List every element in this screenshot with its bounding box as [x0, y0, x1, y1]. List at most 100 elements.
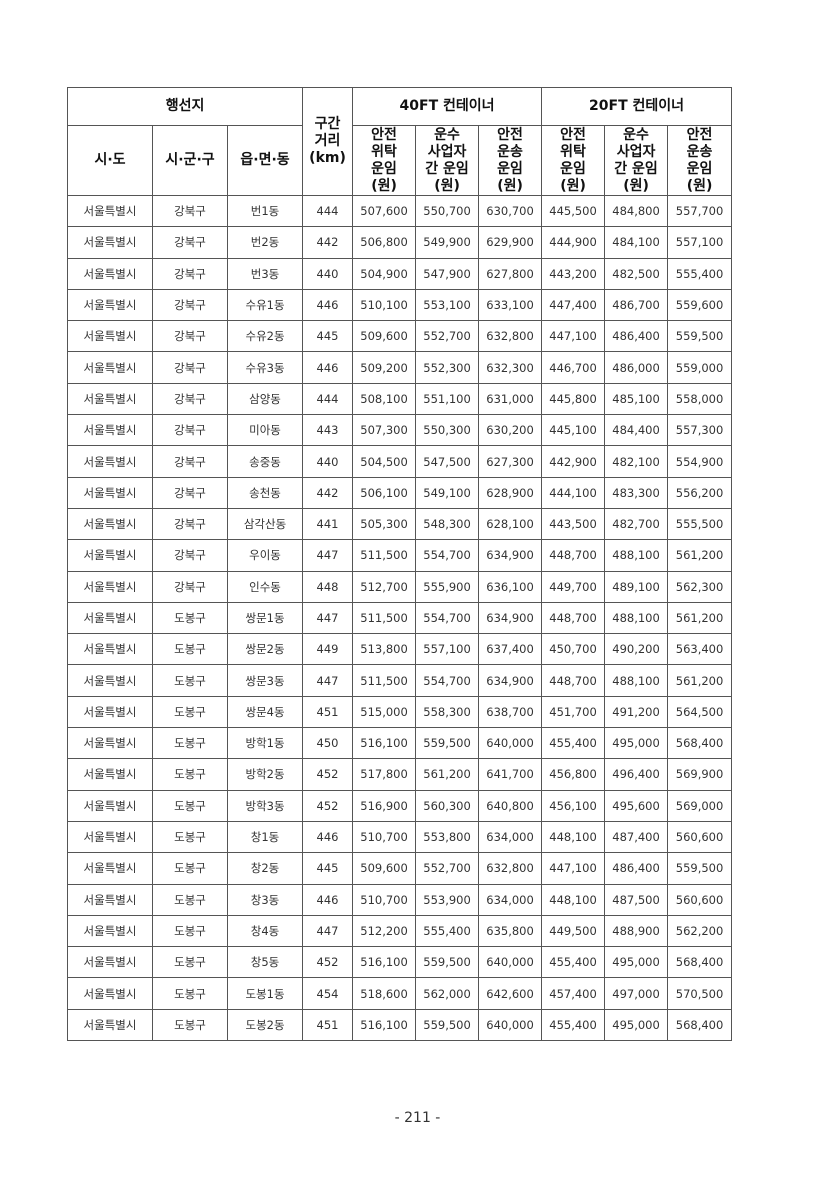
cell-20ft-consign-rate: 446,700	[541, 351, 606, 384]
cell-sigungu: 도봉구	[152, 914, 228, 948]
table-row: 서울특별시 강북구 수유2동 445 509,600 552,700 632,800 447,…	[67, 320, 733, 353]
cell-20ft-consign-rate: 443,200	[541, 257, 606, 290]
cell-sido: 서울특별시	[67, 382, 153, 416]
cell-20ft-consign-rate: 447,100	[541, 852, 606, 885]
cell-20ft-consign-rate: 457,400	[541, 977, 606, 1010]
cell-20ft-carrier-rate: 488,100	[604, 539, 669, 572]
cell-distance: 441	[302, 507, 354, 541]
cell-eupmyeondong: 창1동	[226, 820, 304, 854]
cell-40ft-carrier-rate: 550,300	[415, 414, 480, 447]
cell-sigungu: 강북구	[152, 570, 228, 603]
cell-40ft-consign-rate: 511,500	[352, 601, 417, 635]
cell-40ft-consign-rate: 518,600	[352, 977, 417, 1010]
freight-rate-table: 행선지 구간 거리 (km) 40FT 컨테이너 20FT 컨테이너 시·도 시…	[66, 87, 733, 1042]
cell-40ft-transport-rate: 634,000	[478, 820, 543, 854]
cell-20ft-carrier-rate: 486,400	[604, 852, 669, 885]
cell-20ft-carrier-rate: 484,100	[604, 226, 669, 259]
cell-eupmyeondong: 도봉2동	[226, 1008, 304, 1042]
table-row: 서울특별시 도봉구 도봉1동 454 518,600 562,000 642,600 457,…	[67, 977, 733, 1010]
cell-sido: 서울특별시	[67, 946, 153, 979]
cell-sigungu: 강북구	[152, 507, 228, 541]
table-row: 서울특별시 도봉구 방학2동 452 517,800 561,200 641,700 456,…	[67, 758, 733, 791]
cell-eupmyeondong: 송중동	[226, 445, 304, 478]
cell-sido: 서울특별시	[67, 226, 153, 259]
cell-20ft-consign-rate: 445,800	[541, 382, 606, 416]
cell-eupmyeondong: 쌍문3동	[226, 664, 304, 697]
cell-20ft-carrier-rate: 490,200	[604, 633, 669, 666]
cell-distance: 445	[302, 320, 354, 353]
cell-eupmyeondong: 우이동	[226, 539, 304, 572]
table-row: 서울특별시 강북구 번1동 444 507,600 550,700 630,700 445,5…	[67, 194, 733, 228]
header-20ft-consign-rate: 안전 위탁 운임 (원)	[541, 125, 606, 196]
cell-20ft-carrier-rate: 482,100	[604, 445, 669, 478]
cell-distance: 447	[302, 664, 354, 697]
cell-sido: 서울특별시	[67, 445, 153, 478]
cell-20ft-transport-rate: 559,000	[667, 351, 733, 384]
cell-eupmyeondong: 방학3동	[226, 789, 304, 822]
cell-20ft-transport-rate: 569,900	[667, 758, 733, 791]
cell-20ft-consign-rate: 443,500	[541, 507, 606, 541]
cell-20ft-carrier-rate: 487,500	[604, 883, 669, 916]
cell-20ft-transport-rate: 562,200	[667, 914, 733, 948]
cell-distance: 451	[302, 1008, 354, 1042]
cell-eupmyeondong: 수유1동	[226, 288, 304, 322]
cell-20ft-carrier-rate: 495,000	[604, 946, 669, 979]
cell-eupmyeondong: 창4동	[226, 914, 304, 948]
cell-distance: 446	[302, 883, 354, 916]
table-row: 서울특별시 도봉구 쌍문3동 447 511,500 554,700 634,900 448,…	[67, 664, 733, 697]
cell-20ft-transport-rate: 557,700	[667, 194, 733, 228]
cell-distance: 446	[302, 351, 354, 384]
cell-40ft-carrier-rate: 554,700	[415, 601, 480, 635]
cell-40ft-transport-rate: 628,900	[478, 476, 543, 509]
table-row: 서울특별시 강북구 인수동 448 512,700 555,900 636,100 449,7…	[67, 570, 733, 603]
cell-40ft-consign-rate: 505,300	[352, 507, 417, 541]
cell-sigungu: 강북구	[152, 257, 228, 290]
cell-20ft-carrier-rate: 482,700	[604, 507, 669, 541]
cell-40ft-consign-rate: 509,600	[352, 852, 417, 885]
cell-eupmyeondong: 창5동	[226, 946, 304, 979]
cell-20ft-transport-rate: 559,500	[667, 320, 733, 353]
cell-40ft-carrier-rate: 547,500	[415, 445, 480, 478]
table-row: 서울특별시 도봉구 쌍문1동 447 511,500 554,700 634,900 448,…	[67, 601, 733, 635]
cell-distance: 450	[302, 727, 354, 760]
cell-20ft-transport-rate: 564,500	[667, 695, 733, 729]
cell-40ft-transport-rate: 632,800	[478, 320, 543, 353]
cell-20ft-consign-rate: 445,500	[541, 194, 606, 228]
cell-20ft-transport-rate: 558,000	[667, 382, 733, 416]
table-row: 서울특별시 강북구 수유3동 446 509,200 552,300 632,300 446,…	[67, 351, 733, 384]
cell-eupmyeondong: 도봉1동	[226, 977, 304, 1010]
cell-20ft-carrier-rate: 482,500	[604, 257, 669, 290]
cell-40ft-carrier-rate: 553,800	[415, 820, 480, 854]
cell-40ft-consign-rate: 508,100	[352, 382, 417, 416]
cell-sido: 서울특별시	[67, 351, 153, 384]
cell-40ft-carrier-rate: 554,700	[415, 539, 480, 572]
cell-40ft-transport-rate: 627,800	[478, 257, 543, 290]
header-eupmyeondong: 읍·면·동	[226, 125, 304, 196]
cell-40ft-carrier-rate: 555,900	[415, 570, 480, 603]
cell-20ft-consign-rate: 455,400	[541, 946, 606, 979]
header-20ft-carrier-rate: 운수 사업자 간 운임 (원)	[604, 125, 669, 196]
cell-40ft-transport-rate: 628,100	[478, 507, 543, 541]
cell-sigungu: 강북구	[152, 320, 228, 353]
cell-sido: 서울특별시	[67, 1008, 153, 1042]
header-row-2: 시·도 시·군·구 읍·면·동 안전 위탁 운임 (원) 운수 사업자 간 운임…	[67, 125, 733, 196]
cell-20ft-consign-rate: 444,900	[541, 226, 606, 259]
cell-sido: 서울특별시	[67, 507, 153, 541]
cell-20ft-transport-rate: 557,100	[667, 226, 733, 259]
cell-40ft-consign-rate: 506,800	[352, 226, 417, 259]
cell-20ft-carrier-rate: 483,300	[604, 476, 669, 509]
cell-40ft-transport-rate: 636,100	[478, 570, 543, 603]
table-row: 서울특별시 강북구 송중동 440 504,500 547,500 627,300 442,9…	[67, 445, 733, 478]
cell-sido: 서울특별시	[67, 789, 153, 822]
cell-40ft-transport-rate: 637,400	[478, 633, 543, 666]
cell-40ft-carrier-rate: 560,300	[415, 789, 480, 822]
cell-20ft-transport-rate: 563,400	[667, 633, 733, 666]
cell-20ft-carrier-rate: 489,100	[604, 570, 669, 603]
cell-sigungu: 도봉구	[152, 883, 228, 916]
cell-20ft-consign-rate: 442,900	[541, 445, 606, 478]
cell-40ft-transport-rate: 633,100	[478, 288, 543, 322]
cell-40ft-carrier-rate: 561,200	[415, 758, 480, 791]
cell-40ft-consign-rate: 509,200	[352, 351, 417, 384]
cell-40ft-transport-rate: 629,900	[478, 226, 543, 259]
cell-sigungu: 강북구	[152, 351, 228, 384]
